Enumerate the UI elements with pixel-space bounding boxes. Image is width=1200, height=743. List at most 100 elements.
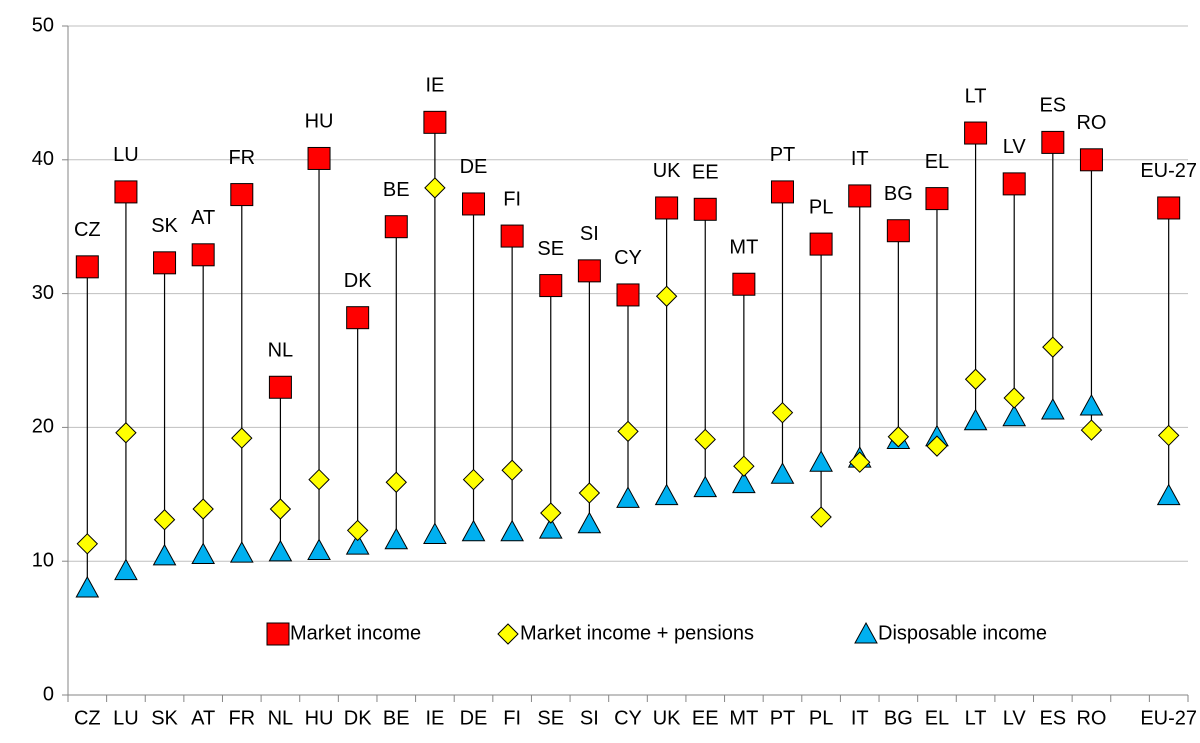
data-label: LV	[1003, 136, 1027, 158]
marker-diamond	[192, 498, 214, 520]
marker-triangle	[1002, 404, 1027, 427]
data-label: PL	[809, 196, 833, 218]
marker-triangle	[1040, 397, 1065, 420]
x-tick-label: FR	[228, 707, 255, 729]
marker-triangle	[500, 519, 524, 542]
data-label: DK	[344, 270, 372, 292]
legend-marker	[854, 621, 878, 644]
marker-diamond	[269, 498, 292, 520]
data-label: EL	[925, 151, 949, 173]
marker-square	[114, 180, 138, 204]
marker-triangle	[616, 486, 640, 508]
x-tick-label: DK	[344, 707, 372, 729]
y-tick-label: 30	[32, 282, 54, 304]
data-label: EU-27	[1140, 160, 1197, 182]
marker-diamond	[424, 177, 446, 199]
marker-square	[307, 146, 331, 170]
marker-diamond	[1003, 387, 1025, 409]
data-label: FI	[503, 188, 521, 210]
x-tick-label: PT	[770, 707, 796, 729]
marker-diamond	[578, 482, 601, 504]
y-tick-label: 0	[43, 683, 54, 705]
marker-square	[153, 251, 177, 275]
marker-square	[423, 110, 447, 134]
marker-square	[500, 224, 524, 248]
marker-triangle	[75, 575, 100, 598]
marker-diamond	[964, 368, 987, 390]
legend-marker	[266, 622, 290, 646]
x-tick-label: SI	[580, 707, 599, 729]
marker-square	[191, 243, 215, 267]
x-tick-label: MT	[729, 707, 758, 729]
marker-square	[886, 219, 910, 243]
x-tick-label: LV	[1003, 707, 1027, 729]
marker-diamond	[655, 285, 678, 307]
data-label: LT	[965, 85, 987, 107]
marker-triangle	[1079, 393, 1104, 416]
marker-diamond	[733, 455, 755, 477]
marker-square	[732, 272, 756, 296]
marker-square	[964, 121, 988, 145]
x-tick-label: NL	[268, 707, 294, 729]
marker-triangle	[191, 542, 216, 565]
x-tick-label: IT	[851, 707, 869, 729]
x-tick-label: EU-27	[1140, 707, 1197, 729]
marker-square	[1157, 196, 1181, 220]
data-label: HU	[305, 111, 334, 133]
marker-diamond	[308, 468, 330, 491]
marker-triangle	[152, 543, 177, 566]
marker-diamond	[501, 459, 523, 481]
data-label: BG	[884, 183, 913, 205]
y-tick-label: 50	[32, 14, 54, 36]
marker-triangle	[732, 471, 756, 494]
x-tick-label: PL	[809, 707, 833, 729]
marker-square	[1002, 172, 1026, 196]
marker-diamond	[1157, 424, 1180, 447]
marker-diamond	[76, 533, 99, 555]
marker-triangle	[114, 558, 138, 581]
marker-square	[655, 196, 679, 220]
marker-triangle	[423, 522, 447, 544]
legend-label: Market income	[290, 622, 421, 644]
x-tick-label: DE	[460, 707, 488, 729]
x-tick-label: SE	[537, 707, 564, 729]
x-tick-label: HU	[305, 707, 334, 729]
marker-diamond	[694, 428, 716, 451]
marker-triangle	[461, 519, 486, 542]
x-tick-label: ES	[1039, 707, 1066, 729]
marker-square	[75, 255, 99, 279]
marker-triangle	[307, 538, 331, 560]
data-label: DE	[460, 156, 488, 178]
marker-diamond	[1042, 336, 1064, 358]
data-label: RO	[1076, 112, 1106, 134]
marker-triangle	[577, 511, 602, 534]
marker-square	[1041, 130, 1065, 154]
marker-diamond	[462, 468, 485, 491]
data-label: EE	[692, 162, 719, 184]
y-tick-label: 40	[32, 148, 54, 170]
marker-square	[577, 259, 601, 283]
marker-square	[925, 187, 949, 211]
x-tick-label: UK	[653, 707, 681, 729]
marker-square	[693, 197, 717, 221]
legend-label: Market income + pensions	[520, 622, 754, 644]
data-label: MT	[729, 237, 758, 259]
marker-triangle	[345, 533, 370, 555]
x-tick-label: BG	[884, 707, 913, 729]
legend-label: Disposable income	[878, 622, 1047, 644]
marker-triangle	[384, 527, 409, 550]
marker-square	[616, 283, 640, 307]
marker-square	[809, 232, 833, 256]
x-tick-label: LT	[965, 707, 987, 729]
marker-diamond	[1080, 419, 1103, 441]
legend-marker	[497, 623, 519, 645]
x-tick-label: CY	[614, 707, 642, 729]
marker-square	[268, 375, 292, 399]
marker-triangle	[1156, 483, 1181, 506]
marker-square	[848, 184, 872, 208]
x-tick-label: BE	[383, 707, 410, 729]
marker-diamond	[810, 506, 832, 528]
marker-triangle	[654, 483, 679, 506]
data-label: IE	[425, 75, 444, 97]
